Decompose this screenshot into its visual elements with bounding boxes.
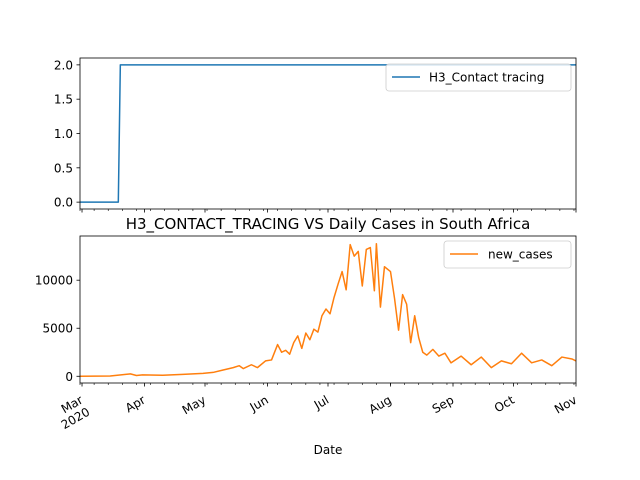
top-y-tick-label: 1.5: [54, 93, 73, 107]
bottom-y-tick-label: 10000: [35, 274, 73, 288]
bottom-y-tick-label: 0: [65, 370, 73, 384]
top-legend-box: [385, 63, 572, 92]
h3-contact-tracing-line: [80, 64, 576, 203]
top-y-tick-label: 1.0: [54, 127, 73, 141]
top-plot-area: [80, 64, 576, 203]
x-axis-label: Date: [314, 443, 343, 457]
top-y-tick-label: 2.0: [54, 58, 73, 72]
top-legend: H3_Contact tracing: [385, 63, 572, 92]
new-cases-line: [80, 242, 576, 378]
bottom-legend-box: [443, 240, 572, 269]
bottom-axes-frame: [79, 235, 577, 384]
bottom-y-axis: 0 5000 10000: [35, 274, 80, 384]
top-y-tick-label: 0.0: [54, 196, 73, 210]
top-y-axis: 0.0 0.5 1.0 1.5 2.0: [54, 58, 80, 210]
top-axes-frame: [79, 57, 577, 210]
bottom-legend: new_cases: [443, 240, 572, 269]
chart-title: H3_CONTACT_TRACING VS Daily Cases in Sou…: [126, 215, 531, 234]
x-tick-label: Jul: [311, 393, 331, 413]
top-axes: 0.0 0.5 1.0 1.5 2.0 H3_Contact tracing: [54, 57, 577, 213]
bottom-legend-label: new_cases: [488, 248, 553, 262]
top-legend-label: H3_Contact tracing: [429, 71, 544, 85]
bottom-y-tick-label: 5000: [42, 322, 73, 336]
top-y-tick-label: 0.5: [54, 161, 73, 175]
bottom-plot-area: [80, 242, 576, 378]
